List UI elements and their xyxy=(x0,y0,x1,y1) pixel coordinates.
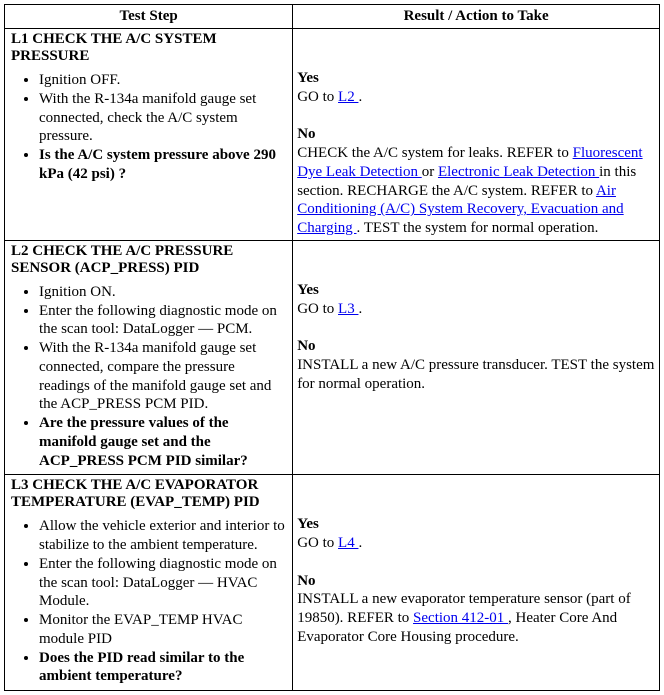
diagnostic-table: Test Step Result / Action to Take L1 CHE… xyxy=(4,4,660,691)
step-item: Does the PID read similar to the ambient… xyxy=(39,649,288,687)
ref-link[interactable]: L3 xyxy=(338,301,358,317)
result-body: YesGO to L4 . NoINSTALL a new evaporator … xyxy=(293,513,660,690)
no-label: No xyxy=(297,337,655,356)
ref-link[interactable]: Section 412-01 xyxy=(413,610,508,626)
result-empty xyxy=(293,475,660,514)
yes-label: Yes xyxy=(297,281,655,300)
ref-link[interactable]: L4 xyxy=(338,535,358,551)
step-list: Ignition ON.Enter the following diagnost… xyxy=(9,283,288,471)
result-empty xyxy=(293,240,660,279)
result-text: . xyxy=(358,535,362,551)
result-text: . TEST the system for normal operation. xyxy=(357,220,599,236)
step-title-row: L3 CHECK THE A/C EVAPORATOR TEMPERATURE … xyxy=(5,475,660,514)
no-label: No xyxy=(297,572,655,591)
ref-link[interactable]: L2 xyxy=(338,89,358,105)
header-result: Result / Action to Take xyxy=(293,5,660,29)
step-item: With the R-134a manifold gauge set conne… xyxy=(39,90,288,146)
result-text: or xyxy=(422,164,438,180)
step-title: L2 CHECK THE A/C PRESSURE SENSOR (ACP_PR… xyxy=(5,240,293,279)
step-body-row: Allow the vehicle exterior and interior … xyxy=(5,513,660,690)
step-item: Are the pressure values of the manifold … xyxy=(39,414,288,470)
step-item: Monitor the EVAP_TEMP HVAC module PID xyxy=(39,611,288,649)
step-body: Ignition ON.Enter the following diagnost… xyxy=(5,279,293,475)
result-text: CHECK the A/C system for leaks. REFER to xyxy=(297,145,572,161)
step-title: L3 CHECK THE A/C EVAPORATOR TEMPERATURE … xyxy=(5,475,293,514)
yes-body: GO to L4 . xyxy=(297,534,655,553)
result-text: INSTALL a new A/C pressure transducer. T… xyxy=(297,357,654,392)
result-text: . xyxy=(358,89,362,105)
step-item: Enter the following diagnostic mode on t… xyxy=(39,302,288,340)
no-body: INSTALL a new A/C pressure transducer. T… xyxy=(297,356,655,394)
no-body: CHECK the A/C system for leaks. REFER to… xyxy=(297,144,655,238)
yes-body: GO to L2 . xyxy=(297,88,655,107)
step-item: Enter the following diagnostic mode on t… xyxy=(39,555,288,611)
yes-body: GO to L3 . xyxy=(297,300,655,319)
step-item: Allow the vehicle exterior and interior … xyxy=(39,517,288,555)
yes-label: Yes xyxy=(297,69,655,88)
step-body-row: Ignition ON.Enter the following diagnost… xyxy=(5,279,660,475)
header-teststep: Test Step xyxy=(5,5,293,29)
result-text: GO to xyxy=(297,301,338,317)
result-body: YesGO to L2 . NoCHECK the A/C system for … xyxy=(293,67,660,240)
result-empty xyxy=(293,29,660,68)
ref-link[interactable]: Electronic Leak Detection xyxy=(438,164,599,180)
step-title-row: L2 CHECK THE A/C PRESSURE SENSOR (ACP_PR… xyxy=(5,240,660,279)
header-row: Test Step Result / Action to Take xyxy=(5,5,660,29)
result-body: YesGO to L3 . NoINSTALL a new A/C pressur… xyxy=(293,279,660,475)
result-text: GO to xyxy=(297,535,338,551)
no-body: INSTALL a new evaporator temperature sen… xyxy=(297,590,655,646)
step-title: L1 CHECK THE A/C SYSTEM PRESSURE xyxy=(5,29,293,68)
result-text: GO to xyxy=(297,89,338,105)
step-item: Ignition OFF. xyxy=(39,71,288,90)
step-item: With the R-134a manifold gauge set conne… xyxy=(39,339,288,414)
yes-label: Yes xyxy=(297,515,655,534)
step-body-row: Ignition OFF.With the R-134a manifold ga… xyxy=(5,67,660,240)
step-item: Is the A/C system pressure above 290 kPa… xyxy=(39,146,288,184)
result-text: . xyxy=(358,301,362,317)
step-list: Allow the vehicle exterior and interior … xyxy=(9,517,288,686)
step-item: Ignition ON. xyxy=(39,283,288,302)
step-title-row: L1 CHECK THE A/C SYSTEM PRESSURE xyxy=(5,29,660,68)
no-label: No xyxy=(297,125,655,144)
step-list: Ignition OFF.With the R-134a manifold ga… xyxy=(9,71,288,184)
step-body: Allow the vehicle exterior and interior … xyxy=(5,513,293,690)
step-body: Ignition OFF.With the R-134a manifold ga… xyxy=(5,67,293,240)
